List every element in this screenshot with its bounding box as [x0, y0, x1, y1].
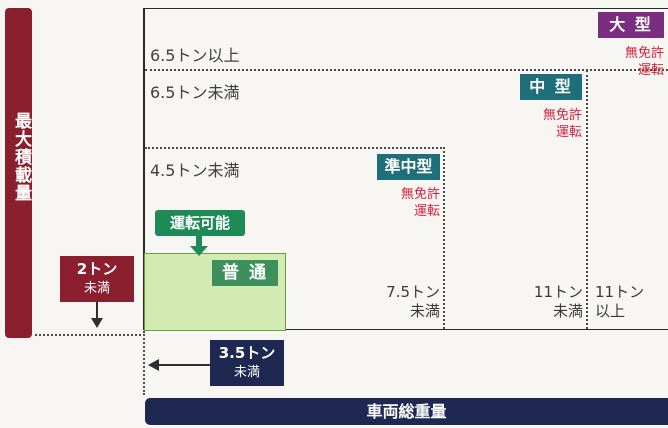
- gross-11t-over-top: 11トン: [595, 283, 668, 302]
- guide-11t: [586, 70, 588, 329]
- gross-limit-box: 3.5トン 未満: [210, 340, 284, 386]
- class-badge-ogata: 大 型: [598, 12, 664, 38]
- row-label-under-6-5t: 6.5トン未満: [150, 79, 239, 103]
- y-axis-label: 最大積載量: [5, 112, 32, 202]
- gross-weight-11t-over: 11トン 以上: [595, 283, 668, 321]
- gross-limit-bottom: 未満: [210, 364, 284, 382]
- guide-4-5t: [145, 147, 445, 149]
- junchugata-unlicensed-note: 無免許 運転: [368, 186, 440, 220]
- gross-7-5t-top: 7.5トン: [360, 283, 440, 302]
- class-badge-chugata: 中 型: [520, 74, 582, 100]
- gross-arrow-stem: [158, 364, 210, 366]
- ogata-unlicensed-note: 無免許 運転: [596, 45, 664, 79]
- class-badge-junchugata: 準中型: [377, 154, 440, 180]
- gross-7-5t-bottom: 未満: [360, 302, 440, 321]
- chugata-unlicensed-note: 無免許 運転: [510, 107, 582, 141]
- junchugata-note-line2: 運転: [368, 203, 440, 220]
- gross-11t-over-bottom: 以上: [595, 302, 668, 321]
- guide-2t: [35, 334, 145, 336]
- payload-arrow-head: [91, 318, 103, 328]
- gross-weight-7-5t: 7.5トン 未満: [360, 283, 440, 321]
- chugata-note-line1: 無免許: [510, 107, 582, 124]
- drivable-callout: 運転可能: [155, 210, 245, 236]
- x-axis-label: 車両総重量: [145, 398, 668, 425]
- gross-11t-under-bottom: 未満: [500, 302, 583, 321]
- gross-weight-11t-under: 11トン 未満: [500, 283, 583, 321]
- guide-7-5t: [443, 147, 445, 329]
- gross-11t-under-top: 11トン: [500, 283, 583, 302]
- row-label-under-4-5t: 4.5トン未満: [150, 157, 239, 181]
- payload-limit-top: 2トン: [60, 256, 134, 280]
- guide-3-5t: [143, 331, 145, 395]
- row-label-over-6-5t: 6.5トン以上: [150, 42, 239, 66]
- chart-top-border: [145, 8, 668, 9]
- callout-arrow-head: [190, 246, 208, 256]
- guide-6-5t: [145, 69, 668, 71]
- ogata-note-line2: 運転: [596, 62, 664, 79]
- payload-limit-box: 2トン 未満: [60, 256, 134, 302]
- chugata-note-line2: 運転: [510, 124, 582, 141]
- class-badge-futsu: 普 通: [212, 260, 278, 286]
- gross-limit-top: 3.5トン: [210, 340, 284, 364]
- junchugata-note-line1: 無免許: [368, 186, 440, 203]
- payload-limit-bottom: 未満: [60, 280, 134, 298]
- gross-arrow-head: [148, 359, 159, 371]
- ogata-note-line1: 無免許: [596, 45, 664, 62]
